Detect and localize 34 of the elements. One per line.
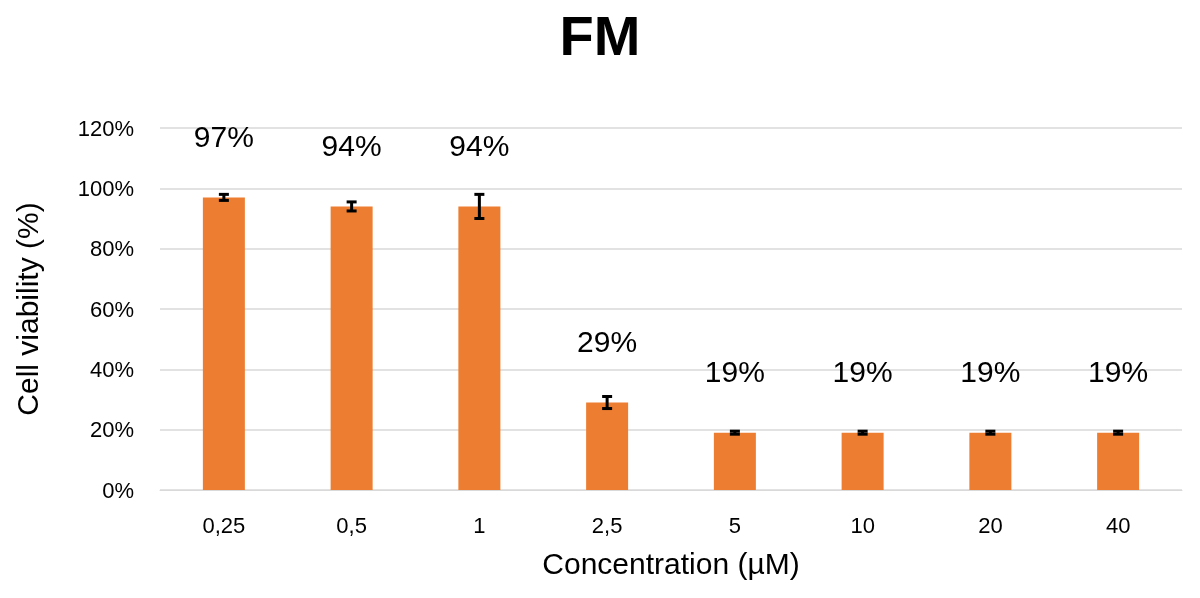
y-tick-label: 100%	[77, 175, 134, 201]
y-tick-label: 60%	[89, 296, 134, 322]
bar	[969, 432, 1012, 490]
x-tick-label: 40	[1105, 512, 1131, 538]
bar	[713, 432, 756, 490]
y-tick-label: 80%	[89, 236, 134, 262]
x-tick-label: 1	[473, 512, 486, 538]
data-label: 19%	[832, 355, 893, 389]
x-tick-label: 2,5	[591, 512, 623, 538]
data-label: 19%	[1088, 355, 1149, 389]
bar	[458, 206, 501, 490]
data-label: 94%	[449, 128, 510, 162]
bar	[841, 432, 884, 490]
data-label: 97%	[193, 119, 254, 153]
x-tick-label: 0,25	[202, 512, 246, 538]
y-tick-label: 0%	[102, 477, 134, 503]
y-axis-title: Cell viability (%)	[10, 202, 44, 416]
data-label: 19%	[704, 355, 765, 389]
data-label: 94%	[321, 128, 382, 162]
x-tick-label: 5	[728, 512, 741, 538]
bar	[330, 206, 373, 490]
x-axis-title: Concentration (µM)	[542, 546, 800, 580]
chart-title: FM	[559, 3, 641, 67]
data-label: 29%	[577, 325, 638, 359]
x-tick-label: 10	[850, 512, 875, 538]
x-tick-label: 20	[978, 512, 1003, 538]
y-tick-label: 40%	[89, 356, 134, 382]
x-tick-label: 0,5	[336, 512, 367, 538]
bar	[1097, 432, 1140, 490]
data-label: 19%	[960, 355, 1021, 389]
bar	[586, 402, 629, 490]
y-tick-label: 120%	[77, 115, 134, 141]
bar	[202, 197, 245, 490]
y-tick-label: 20%	[89, 417, 134, 443]
